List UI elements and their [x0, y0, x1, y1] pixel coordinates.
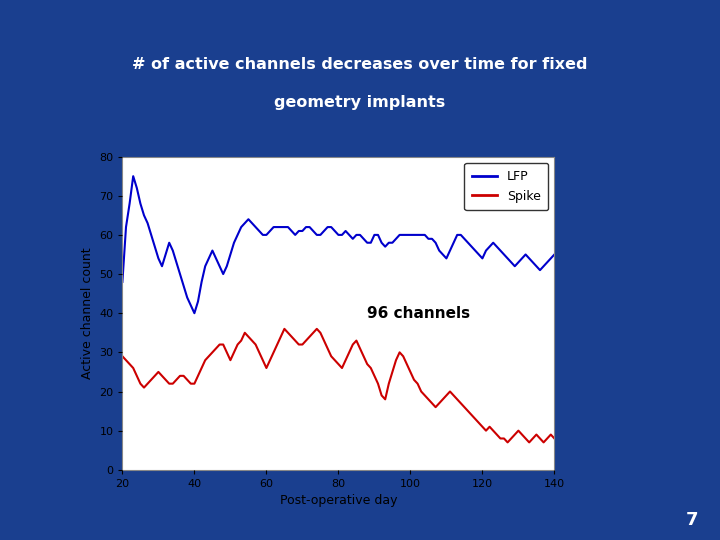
Spike [305, 333, 314, 340]
Spike [528, 435, 537, 442]
LFP [417, 232, 426, 238]
Spike [161, 376, 170, 383]
Line: Spike: Spike [122, 329, 554, 442]
Spike [503, 439, 512, 446]
LFP [550, 251, 559, 258]
Y-axis label: Active channel count: Active channel count [81, 247, 94, 379]
Legend: LFP, Spike: LFP, Spike [464, 163, 548, 210]
X-axis label: Post-operative day: Post-operative day [279, 495, 397, 508]
LFP [395, 232, 404, 238]
LFP [309, 228, 318, 234]
LFP [528, 259, 537, 266]
Line: LFP: LFP [122, 176, 554, 313]
LFP [190, 310, 199, 316]
LFP [118, 279, 127, 285]
LFP [226, 251, 235, 258]
Text: 7: 7 [686, 511, 698, 529]
LFP [165, 240, 174, 246]
Spike [392, 357, 400, 363]
Spike [413, 380, 422, 387]
Text: geometry implants: geometry implants [274, 95, 446, 110]
Spike [219, 341, 228, 348]
Spike [280, 326, 289, 332]
Text: 96 channels: 96 channels [367, 306, 470, 321]
Spike [550, 435, 559, 442]
Text: # of active channels decreases over time for fixed: # of active channels decreases over time… [132, 57, 588, 72]
LFP [129, 173, 138, 179]
Spike [118, 353, 127, 360]
